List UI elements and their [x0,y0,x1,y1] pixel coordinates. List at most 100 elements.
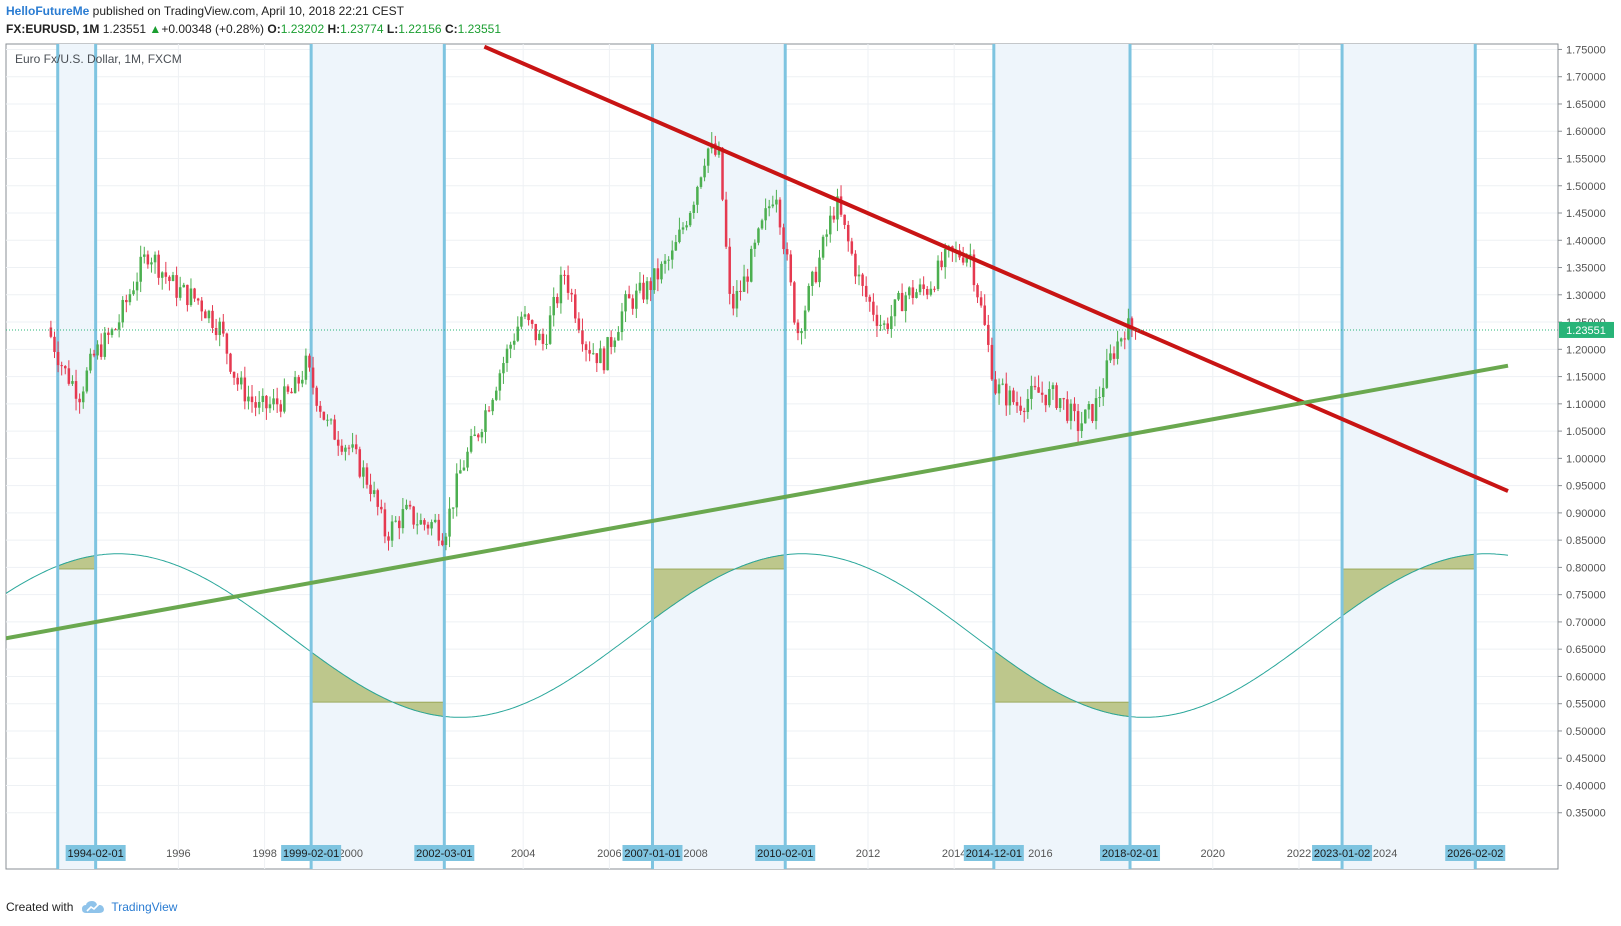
candle-body [850,241,854,254]
candle-body [656,268,660,280]
candle-body [803,310,807,331]
x-tick-label: 2024 [1373,848,1397,860]
candle-body [897,292,900,300]
candle-body [135,281,139,291]
y-tick-label: 1.40000 [1566,235,1606,247]
candle-body [800,330,803,334]
candle-body [606,337,609,371]
candle-body [929,288,933,295]
candle-body [441,540,444,546]
resistance-trendline[interactable] [483,44,1509,493]
candle-body [139,256,142,282]
candle-body [448,508,451,537]
candle-body [372,490,376,494]
candle-body [261,395,265,403]
candle-body [635,290,638,309]
candle-body [71,381,74,384]
candle-body [247,396,250,402]
candle-body [398,520,401,529]
candle-body [164,272,168,277]
candle-body [685,225,688,228]
y-tick-label: 0.45000 [1566,753,1606,765]
candle-body [494,390,498,400]
candle-body [1037,387,1040,393]
candle-body [732,293,735,309]
candle-body [670,250,674,260]
cloud-icon [82,901,105,913]
x-tick-label: 2006 [597,848,621,860]
candle-body [272,398,275,405]
candle-body [1033,385,1037,388]
time-axis[interactable]: 1996199820002002200420062008201020122014… [65,845,1506,861]
candle-body [1119,338,1123,342]
candle-body [566,275,570,293]
candle-body [613,340,617,347]
candle-body [315,387,318,406]
candle-body [268,404,272,409]
candle-body [864,285,868,297]
close-value: 1.23551 [457,22,502,36]
created-with-label: Created with [6,900,74,914]
y-tick-label: 1.45000 [1566,208,1606,220]
candle-body [211,310,214,329]
candle-body [969,254,972,256]
candle-body [1001,383,1004,385]
last-price-tag-bg [1559,321,1614,338]
candle-body [843,214,846,225]
candle-body [879,324,882,326]
candle-body [408,504,412,507]
candle-body [286,386,290,392]
candle-body [868,296,872,302]
candle-body [911,287,915,298]
candle-body [836,196,839,220]
candle-body [250,396,254,403]
candle-body [925,289,929,295]
support-trendline[interactable] [6,363,1509,641]
price-axis[interactable]: 0.35000 0.40000 0.45000 0.50000 0.55000 0.600… [1558,44,1606,820]
candle-body [1055,385,1058,408]
candle-body [904,295,907,312]
x-tick-label: 1998 [252,848,276,860]
tradingview-link[interactable]: TradingView [81,899,177,915]
candle-body [214,328,218,336]
candle-body [509,344,512,349]
candle-body [908,287,911,296]
candle-body [760,220,764,229]
candle-body [96,344,99,356]
candle-body [961,257,965,263]
candle-body [577,318,581,331]
candle-body [890,316,893,330]
candle-body [785,249,789,255]
x-tick-label: 2012 [856,848,880,860]
date-tag-bg [963,845,1024,861]
candle-body [64,366,67,369]
candle-body [301,379,304,384]
candle-body [340,445,344,452]
low-label: L: [386,22,399,36]
candle-body [351,444,354,448]
candle-body [728,246,731,294]
date-tag-bg [1312,845,1373,861]
candle-body [229,353,232,372]
y-tick-label: 0.95000 [1566,481,1606,493]
candle-body [1051,385,1055,390]
candle-body [875,314,879,326]
candle-body [857,274,861,277]
up-arrow-icon: ▲ [149,22,162,36]
candle-body [160,272,164,278]
candle-body [681,227,685,230]
x-tick-label: 2016 [1028,848,1052,860]
x-tick-label: 2022 [1287,848,1311,860]
candle-body [322,411,326,420]
author-link[interactable]: HelloFutureMe [6,4,90,18]
candle-body [703,165,706,178]
candle-body [620,311,624,333]
trend-lines[interactable] [6,44,1509,641]
y-tick-label: 0.90000 [1566,508,1606,520]
candle-body [415,524,419,526]
candle-body [764,208,767,221]
y-tick-label: 1.60000 [1566,126,1606,138]
publish-info: published on TradingView.com, April 10, … [89,4,404,18]
candle-body [232,371,236,378]
